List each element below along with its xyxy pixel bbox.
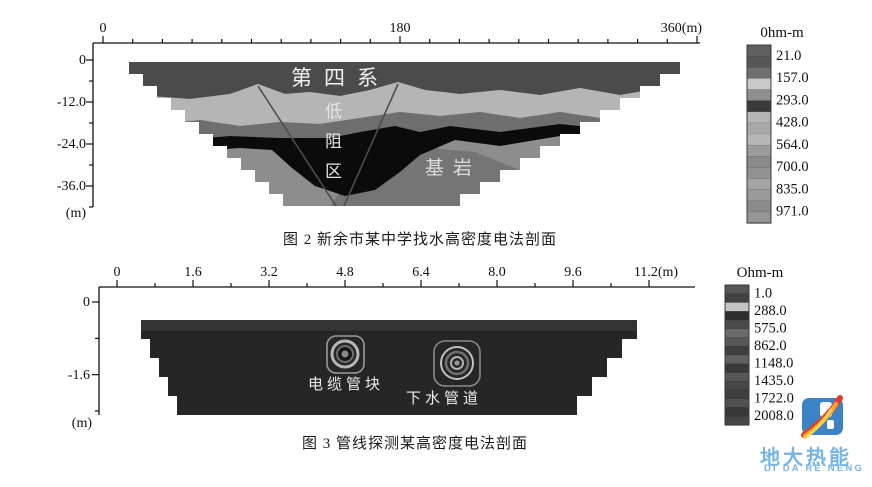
colorbar-segment — [724, 354, 750, 365]
fig3-top-strip — [132, 320, 637, 331]
colorbar-value: 862.0 — [754, 338, 787, 354]
colorbar-segment — [724, 363, 750, 374]
colorbar-segment — [746, 200, 772, 213]
colorbar-segment — [746, 89, 772, 102]
fig2-fault-line-right — [343, 83, 399, 206]
colorbar-segment — [724, 337, 750, 347]
colorbar-value: 1.0 — [754, 286, 772, 302]
colorbar-segment — [724, 328, 750, 339]
colorbar-segment — [746, 189, 772, 202]
colorbar-segment — [746, 178, 772, 191]
colorbar-segment — [724, 319, 750, 330]
fig2-y-axis-ticks — [86, 59, 93, 208]
colorbar-segment — [724, 416, 750, 426]
colorbar-value: 835.0 — [776, 181, 809, 197]
colorbar-value: 21.0 — [776, 48, 801, 64]
colorbar-segment — [746, 78, 772, 91]
colorbar-value: 157.0 — [776, 70, 809, 86]
fig2-y-tick-0: 0 — [79, 53, 86, 68]
colorbar-value: 1435.0 — [754, 373, 794, 389]
logo-icon — [801, 395, 843, 439]
fig2-y-tick-12: -12.0 — [57, 95, 86, 110]
logo-icon-cutout-bottom — [827, 420, 834, 429]
fig3-caption: 图 3 管线探测某高密度电法剖面 — [301, 436, 528, 452]
fig3-x-tick-3-2: 3.2 — [260, 265, 278, 280]
colorbar-segment — [724, 389, 750, 400]
fig2-caption: 图 2 新余市某中学找水高密度电法剖面 — [282, 232, 557, 248]
colorbar-value: 288.0 — [754, 303, 787, 319]
colorbar-segment — [724, 372, 750, 382]
colorbar-segment — [746, 67, 772, 80]
colorbar-segment — [724, 311, 750, 321]
colorbar-segment — [724, 407, 750, 417]
fig3-x-tick-6-4: 6.4 — [412, 265, 430, 280]
fig3-x-axis-ticks — [116, 280, 650, 287]
fig3-sewer-anomaly — [433, 340, 481, 387]
figure-3-plot: 0 1.6 3.2 4.8 6.4 8.0 9.6 11.2(m) 0 -1.6… — [68, 265, 794, 431]
colorbar-value: 293.0 — [776, 92, 809, 108]
logo-title: 地大热能 — [760, 445, 852, 469]
colorbar-segment — [746, 111, 772, 124]
colorbar-segment — [724, 302, 750, 312]
colorbar-value: 428.0 — [776, 115, 809, 131]
logo-flame-icon — [801, 395, 843, 439]
colorbar-segment — [746, 144, 772, 157]
fig2-low-resistivity-band — [115, 120, 680, 196]
colorbar-segment — [746, 55, 772, 68]
colorbar-value: 564.0 — [776, 137, 809, 153]
fig3-x-tick-8-0: 8.0 — [488, 265, 506, 280]
fig3-x-tick-0: 0 — [114, 265, 121, 280]
fig3-y-tick-0: 0 — [83, 295, 90, 310]
fig2-y-tick-24: -24.0 — [57, 137, 86, 152]
fig2-colorbar: 0hm-m 21.0 157.0 293.0 428.0 564.0 700.0 835.0 9… — [746, 25, 809, 224]
colorbar-segment — [746, 167, 772, 180]
fig2-light-gray-band — [115, 82, 680, 126]
fig3-x-tick-4-8: 4.8 — [336, 265, 354, 280]
colorbar-value: 575.0 — [754, 321, 787, 337]
colorbar-value: 700.0 — [776, 159, 809, 175]
colorbar-value: 1722.0 — [754, 391, 794, 407]
fig3-y-axis-ticks — [92, 301, 99, 412]
fig3-section-body — [132, 320, 637, 415]
fig2-x-tick-180: 180 — [390, 21, 411, 36]
logo-subtitle: DI DA RE NENG — [764, 463, 865, 474]
colorbar-segment — [746, 44, 772, 57]
colorbar-title: 0hm-m — [760, 25, 804, 41]
colorbar-segment — [746, 122, 772, 135]
fig3-y-axis-unit: (m) — [72, 416, 93, 431]
fig3-x-tick-1-6: 1.6 — [184, 265, 202, 280]
colorbar-segment — [746, 133, 772, 146]
fig3-cable-anomaly — [326, 335, 365, 374]
fig2-x-axis-ticks — [102, 36, 698, 43]
fig2-x-tick-0: 0 — [100, 21, 107, 36]
fig3-y-tick-1-6: -1.6 — [68, 368, 90, 383]
colorbar-value: 2008.0 — [754, 408, 794, 424]
colorbar-segment — [724, 284, 750, 295]
fig3-dark-body — [132, 320, 637, 415]
colorbar-segment — [746, 211, 772, 224]
colorbar-segment — [724, 381, 750, 391]
fig2-quaternary-layer — [115, 62, 680, 99]
colorbar-value: 971.0 — [776, 204, 809, 220]
fig2-section-body — [115, 62, 680, 206]
fig2-fault-line-left — [257, 85, 337, 206]
colorbar-segment — [746, 156, 772, 169]
fig2-y-axis-unit: (m) — [66, 206, 87, 221]
colorbar-segment — [746, 100, 772, 113]
fig2-x-tick-360m: 360(m) — [661, 21, 703, 36]
colorbar-title: Ohm-m — [737, 265, 784, 281]
fig3-x-tick-11-2m: 11.2(m) — [634, 265, 679, 280]
colorbar-value: 1148.0 — [754, 356, 793, 372]
colorbar-segment — [724, 293, 750, 304]
colorbar-segment — [724, 346, 750, 356]
fig3-x-tick-9-6: 9.6 — [564, 265, 582, 280]
fig2-y-tick-36: -36.0 — [57, 179, 86, 194]
fig2-mid-gray-band — [115, 106, 680, 140]
figure-2-plot: 0 180 360(m) 0 -12.0 -24.0 -36.0 (m) 0hm… — [57, 21, 809, 224]
colorbar-segment — [724, 398, 750, 409]
